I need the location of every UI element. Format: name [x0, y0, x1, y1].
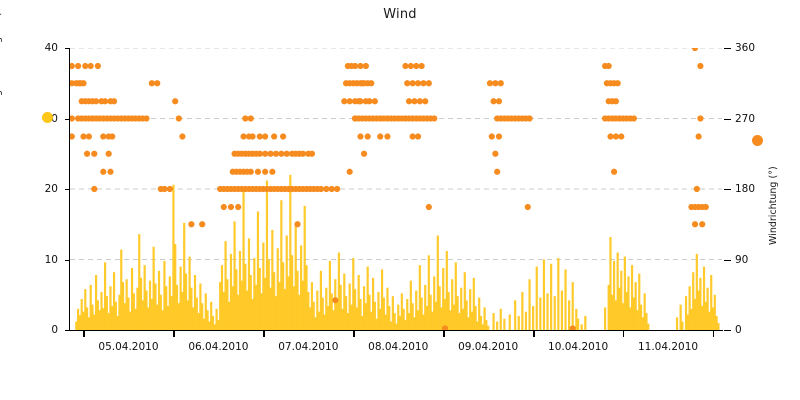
x-tick-label: 06.04.2010: [188, 341, 249, 353]
x-tick-mark: [713, 331, 715, 337]
x-axis-line: [70, 330, 723, 332]
y-tick-label: 10: [44, 253, 58, 266]
y2-tick-mark: [724, 48, 731, 50]
y-tick-mark: [65, 48, 70, 50]
y2-tick-label: 0: [735, 324, 742, 336]
y-axis-right-label: Windrichtung (°): [768, 166, 779, 245]
x-tick-label: 10.04.2010: [548, 341, 609, 353]
x-tick-mark: [623, 331, 625, 337]
y2-tick-label: 180: [735, 183, 756, 195]
y-tick-mark: [65, 189, 70, 191]
y-axis-left-label: Windgeschwindigkeit (km/h): [0, 0, 3, 120]
legend-marker-windspeed: [42, 112, 53, 123]
legend-marker-winddirection: [752, 135, 763, 146]
y2-tick-mark: [724, 259, 731, 261]
x-tick-label: 08.04.2010: [368, 341, 429, 353]
x-tick-label: 11.04.2010: [637, 341, 699, 353]
y2-tick-label: 90: [735, 253, 749, 266]
y-tick-mark: [65, 259, 70, 261]
x-tick-mark: [263, 331, 265, 337]
x-tick-label: 05.04.2010: [98, 341, 159, 353]
x-tick-label: 09.04.2010: [458, 341, 519, 353]
page-title: Wind: [383, 7, 417, 22]
x-tick-mark: [443, 331, 445, 337]
x-tick-mark: [83, 331, 85, 337]
y-tick-label: 20: [44, 183, 58, 195]
y-tick-label: 40: [44, 42, 58, 54]
winddirection-points: [70, 48, 709, 330]
y2-tick-mark: [724, 189, 731, 191]
x-tick-mark: [353, 331, 355, 337]
gridlines: [70, 48, 722, 260]
plot-area: [70, 48, 722, 330]
y-tick-label: 0: [51, 324, 58, 336]
y-tick-mark: [65, 330, 70, 332]
y2-tick-mark: [724, 330, 731, 332]
plot-canvas: [70, 48, 722, 330]
y2-tick-label: 360: [735, 42, 756, 54]
y2-tick-label: 270: [735, 112, 756, 125]
x-tick-mark: [173, 331, 175, 337]
x-tick-label: 07.04.2010: [278, 341, 339, 353]
y-tick-mark: [65, 118, 70, 120]
y2-tick-mark: [724, 118, 731, 120]
windspeed-bars: [75, 174, 720, 330]
x-tick-mark: [533, 331, 535, 337]
